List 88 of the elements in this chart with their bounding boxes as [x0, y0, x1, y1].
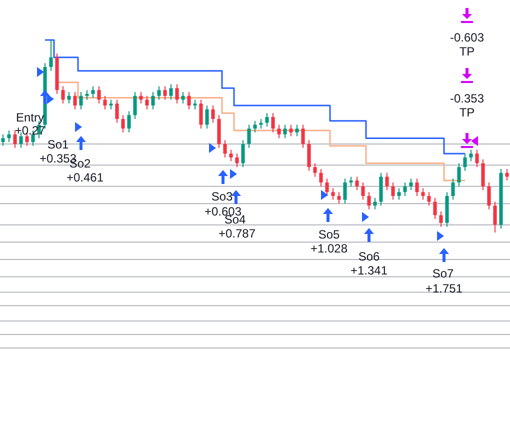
- candlestick: [451, 178, 455, 200]
- candlestick: [49, 40, 53, 72]
- candlestick: [301, 124, 305, 148]
- candlestick: [337, 192, 341, 204]
- text: +1.341: [350, 263, 388, 278]
- candlestick: [463, 153, 467, 172]
- candlestick: [253, 120, 257, 133]
- candlestick: [13, 130, 17, 148]
- candlestick: [487, 182, 491, 210]
- candlestick: [295, 124, 299, 137]
- candlestick: [415, 178, 419, 196]
- candlestick: [373, 197, 377, 210]
- candlestick: [211, 104, 215, 124]
- candlestick: [223, 140, 227, 158]
- candlestick: [325, 178, 329, 196]
- candlestick: [91, 86, 95, 98]
- candlestick: [139, 92, 143, 104]
- candlestick: [355, 176, 359, 191]
- candlestick: [385, 172, 389, 191]
- candlestick: [331, 188, 335, 200]
- candlestick: [505, 168, 509, 182]
- annotation: TP: [459, 105, 475, 120]
- candlestick: [403, 182, 407, 196]
- candlestick: [109, 99, 113, 110]
- candlestick: [79, 92, 83, 110]
- candlestick: [97, 86, 101, 104]
- candlestick: [271, 112, 275, 133]
- candlestick: [475, 149, 479, 168]
- candlestick: [229, 149, 233, 162]
- candlestick: [151, 92, 155, 110]
- candlestick: [133, 92, 137, 120]
- candlestick: [175, 84, 179, 104]
- annotation: So3: [211, 189, 233, 204]
- annotation: So5: [318, 227, 340, 242]
- candlestick: [205, 104, 209, 130]
- candlestick: [85, 90, 89, 100]
- candlestick: [469, 149, 473, 162]
- candlestick: [145, 95, 149, 110]
- candlestick: [397, 188, 401, 200]
- candlestick: [277, 124, 281, 139]
- candlestick: [235, 153, 239, 168]
- annotation: +0.787: [218, 226, 256, 240]
- candlestick: [457, 162, 461, 187]
- candlestick: [103, 95, 107, 110]
- candlestick: [421, 188, 425, 200]
- candlestick: [307, 140, 311, 172]
- candlestick: [199, 99, 203, 130]
- annotation: -0.353: [450, 91, 484, 106]
- candlestick: [121, 114, 125, 133]
- candlestick: [61, 86, 65, 104]
- candlestick: [481, 158, 485, 191]
- candlestick: [157, 86, 161, 100]
- candlestick: [247, 124, 251, 148]
- annotation: +0.461: [66, 170, 104, 184]
- candlestick: [1, 134, 5, 146]
- candlestick: [343, 178, 347, 204]
- candlestick: [313, 162, 317, 178]
- candlestick: [391, 182, 395, 200]
- candlestick: [73, 92, 77, 110]
- candlestick: [283, 124, 287, 139]
- candlestick: [127, 110, 131, 133]
- candlestick: [163, 86, 167, 100]
- candlestick: [427, 192, 431, 206]
- candlestick: [187, 92, 191, 110]
- candlestick: [319, 168, 323, 187]
- candlestick: [193, 99, 197, 110]
- text: +1.751: [425, 281, 463, 296]
- candlestick: [7, 130, 11, 143]
- candlestick: [169, 84, 173, 100]
- candlestick: [115, 99, 119, 124]
- text: +1.028: [310, 241, 348, 256]
- annotation: TP: [459, 44, 475, 58]
- text: So6: [358, 249, 380, 264]
- candlestick: [409, 178, 413, 191]
- candlestick: [289, 124, 293, 137]
- candlestick: [493, 201, 497, 234]
- candlestick: [361, 182, 365, 200]
- candlestick: [241, 140, 245, 168]
- candlestick: [265, 112, 269, 128]
- candlestick: [349, 176, 353, 187]
- candlestick: [67, 92, 71, 104]
- candlestick: [433, 197, 437, 220]
- candlestick: [367, 192, 371, 210]
- candlestick: [181, 92, 185, 104]
- annotation: -0.603: [450, 30, 484, 44]
- text: So7: [432, 266, 454, 280]
- annotation: So1: [47, 137, 69, 152]
- candlestick: [439, 210, 443, 228]
